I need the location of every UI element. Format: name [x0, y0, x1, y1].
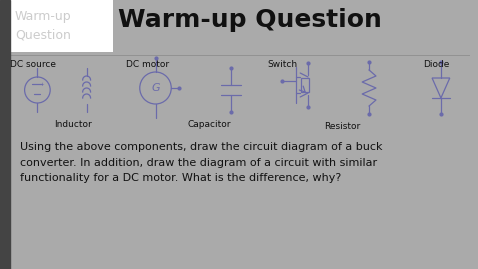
Text: Warm-up Question: Warm-up Question [118, 8, 382, 32]
Bar [0, 0, 10, 269]
Text: DC motor: DC motor [126, 60, 169, 69]
Text: Question: Question [15, 28, 71, 41]
Text: Inductor: Inductor [54, 120, 92, 129]
Text: G: G [151, 83, 160, 93]
Text: +: + [39, 82, 44, 87]
Text: Warm-up: Warm-up [15, 10, 71, 23]
Text: DC source: DC source [10, 60, 56, 69]
Text: Resistor: Resistor [325, 122, 360, 131]
Bar [301, 78, 309, 92]
Text: Using the above components, draw the circuit diagram of a buck
converter. In add: Using the above components, draw the cir… [20, 142, 382, 183]
Text: Diode: Diode [423, 60, 450, 69]
Text: Switch: Switch [268, 60, 298, 69]
FancyBboxPatch shape [10, 0, 113, 52]
Text: Capacitor: Capacitor [188, 120, 231, 129]
